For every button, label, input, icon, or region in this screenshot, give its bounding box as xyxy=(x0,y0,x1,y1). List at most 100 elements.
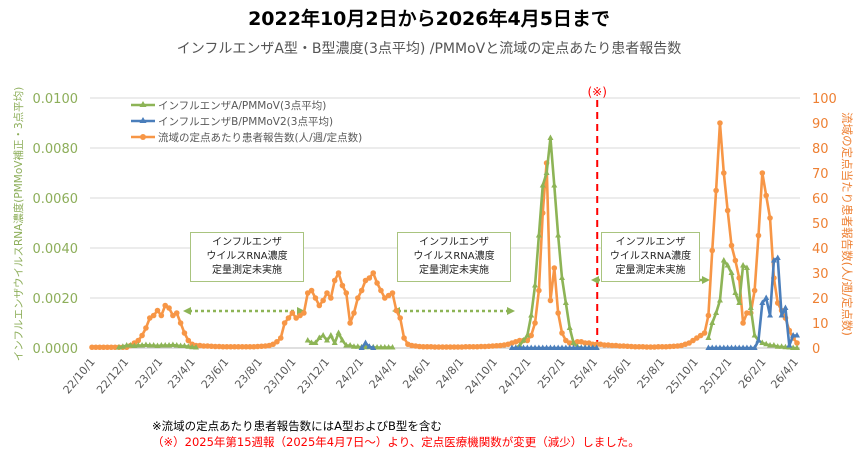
data-point xyxy=(566,344,573,350)
data-point xyxy=(401,335,407,341)
data-point xyxy=(181,330,188,336)
data-point xyxy=(732,289,739,295)
data-point xyxy=(374,280,380,286)
data-point xyxy=(524,344,531,350)
data-point xyxy=(308,339,315,345)
data-point xyxy=(740,344,747,350)
x-tick-label: 24/4/1 xyxy=(367,356,400,391)
data-point xyxy=(358,344,365,350)
data-point xyxy=(173,310,180,316)
data-point xyxy=(162,342,169,348)
data-point xyxy=(93,344,99,351)
data-point xyxy=(717,120,723,126)
data-point xyxy=(150,312,157,319)
data-point xyxy=(551,265,558,271)
change-marker-label: (※) xyxy=(588,85,607,99)
annotation-box-3: インフルエンザ ウイルスRNA濃度 定量測定未実施 xyxy=(601,232,700,282)
x-tick-label: 23/8/1 xyxy=(232,356,265,391)
data-point xyxy=(543,169,550,175)
data-point xyxy=(759,299,766,305)
data-point xyxy=(377,344,384,350)
data-point xyxy=(555,310,561,316)
data-point xyxy=(763,192,769,199)
data-point xyxy=(532,320,538,326)
annotation-line: インフルエンザ xyxy=(419,237,489,248)
y-right-tick-label: 60 xyxy=(812,192,829,207)
data-point xyxy=(432,344,438,350)
data-point xyxy=(173,342,180,348)
data-point xyxy=(277,335,284,341)
footnote-2: （※）2025年第15週報（2025年4月7日～）より、定点医療機関数が変更（減… xyxy=(152,435,640,449)
data-point xyxy=(320,297,326,304)
data-point xyxy=(220,343,226,350)
x-tick-label: 24/12/1 xyxy=(496,356,533,397)
series-line-0 xyxy=(515,136,597,350)
data-point xyxy=(728,344,735,350)
data-point xyxy=(247,343,253,350)
data-point xyxy=(744,310,750,316)
y-right-tick-label: 0 xyxy=(812,342,820,357)
data-point xyxy=(786,342,793,348)
legend-marker xyxy=(139,101,147,107)
data-point xyxy=(193,344,200,350)
data-point xyxy=(528,344,535,350)
data-point xyxy=(135,337,142,344)
legend-marker xyxy=(140,134,146,140)
data-point xyxy=(767,312,774,318)
x-tick-label: 24/6/1 xyxy=(400,356,433,391)
data-point xyxy=(343,342,350,348)
data-point xyxy=(562,299,569,305)
data-point xyxy=(397,315,403,321)
x-tick-label: 26/2/1 xyxy=(736,356,769,391)
data-point xyxy=(150,342,157,348)
data-point xyxy=(335,329,342,335)
data-point xyxy=(512,344,519,350)
data-point xyxy=(778,312,785,318)
data-point xyxy=(755,232,762,239)
data-point xyxy=(123,342,130,348)
data-point xyxy=(659,343,665,350)
y-right-tick-label: 30 xyxy=(812,267,829,282)
data-point xyxy=(740,262,747,268)
data-point xyxy=(339,282,346,289)
data-point xyxy=(177,342,184,348)
annotation-line: 定量測定未実施 xyxy=(212,265,282,276)
data-point xyxy=(743,264,750,270)
data-point xyxy=(709,319,716,325)
annotation-box-2: インフルエンザ ウイルスRNA濃度 定量測定未実施 xyxy=(397,232,511,282)
data-point xyxy=(301,310,307,316)
data-point xyxy=(566,324,573,330)
data-point xyxy=(274,338,280,345)
y-left-tick-label: 0.0060 xyxy=(33,192,79,207)
y-right-tick-label: 70 xyxy=(812,167,829,182)
data-point xyxy=(585,344,592,350)
data-point xyxy=(647,344,654,350)
data-point xyxy=(139,332,145,339)
data-point xyxy=(547,297,554,304)
y-left-tick-label: 0.0040 xyxy=(33,242,79,257)
data-point xyxy=(562,344,569,350)
x-tick-label: 22/12/1 xyxy=(94,356,131,397)
data-point xyxy=(709,344,716,350)
data-point xyxy=(751,287,758,294)
data-point xyxy=(347,342,354,348)
data-point xyxy=(243,343,249,350)
data-point xyxy=(281,320,288,326)
data-point xyxy=(181,342,188,348)
data-point xyxy=(790,332,797,338)
data-point xyxy=(331,339,338,345)
arrow-head-left xyxy=(183,307,191,315)
data-point xyxy=(743,344,750,350)
data-point xyxy=(724,344,731,350)
data-point xyxy=(732,344,739,350)
y-right-tick-label: 20 xyxy=(812,292,829,307)
data-point xyxy=(543,344,550,350)
data-point xyxy=(751,344,758,350)
x-tick-label: 26/4/1 xyxy=(768,356,801,391)
data-point xyxy=(774,300,781,306)
data-point xyxy=(127,342,134,348)
data-point xyxy=(466,343,473,350)
annotation-line: ウイルスRNA濃度 xyxy=(413,251,495,262)
data-point xyxy=(763,340,770,347)
